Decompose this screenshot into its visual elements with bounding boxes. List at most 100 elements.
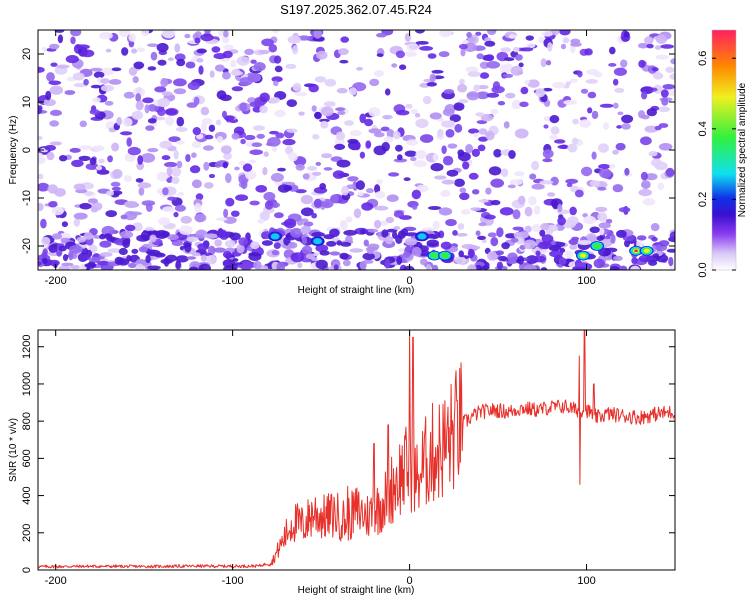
spectrogram-cell <box>644 125 659 133</box>
spectrogram-cell <box>558 257 567 265</box>
spectrogram-cell <box>187 81 200 91</box>
spectrogram-cell <box>104 233 113 240</box>
spectrogram-cell <box>597 212 608 222</box>
spectrogram-cell <box>171 167 182 177</box>
spectrogram-cell <box>50 109 62 116</box>
spectrogram-cell <box>274 212 284 219</box>
spectrogram-cell <box>185 61 196 69</box>
spectrogram-cell <box>545 60 552 66</box>
spectrogram-cell <box>339 59 349 64</box>
spectrogram-cell <box>490 199 501 206</box>
spectrogram-cell <box>487 232 497 238</box>
spectrogram-cell <box>38 66 45 73</box>
spectrogram-cell <box>100 78 110 84</box>
spectrogram-cell <box>431 69 444 74</box>
spectrogram-cell <box>244 48 255 56</box>
spectrogram-cell <box>137 182 152 189</box>
spectrogram-cell <box>275 132 285 139</box>
spectrogram-cell <box>368 107 381 117</box>
spectrogram-cell <box>650 223 660 232</box>
spectrogram-cell <box>669 73 675 80</box>
spectrogram-cell <box>583 215 597 225</box>
spectrogram-cell <box>99 234 106 240</box>
spectrogram-cell <box>38 261 42 266</box>
spectrogram-cell <box>473 84 481 92</box>
spectrogram-cell <box>470 245 481 250</box>
spectrogram-cell <box>352 141 361 151</box>
spectrogram-cell <box>362 252 376 261</box>
spectrogram-cell <box>547 42 553 52</box>
spectrogram-cell <box>490 109 499 115</box>
x-tick-label: 100 <box>577 275 595 287</box>
spectrogram-cell <box>157 107 166 117</box>
spectrogram-cell <box>330 194 339 204</box>
spectrogram-cell <box>599 227 605 236</box>
spectrogram-cell <box>176 140 185 145</box>
spectrogram-cell <box>613 78 619 86</box>
spectrogram-cell <box>79 120 88 128</box>
spectrogram-cell <box>319 118 330 123</box>
x-tick-label: 0 <box>407 275 413 287</box>
spectrogram-cell <box>259 105 268 114</box>
spectrogram-cell <box>200 122 207 132</box>
spectrogram-cell <box>222 259 235 268</box>
spectrogram-cell <box>173 211 179 218</box>
spectrogram-cell <box>49 43 60 50</box>
spectrogram-cell <box>472 132 479 138</box>
spectrogram-cell <box>374 184 381 194</box>
spectrogram-cell <box>476 53 484 60</box>
spectrogram-cell <box>376 32 387 38</box>
spectrogram-cell <box>164 161 178 168</box>
spectrogram-cell <box>585 79 598 84</box>
spectrogram-cell <box>71 159 84 168</box>
spectrogram-cell <box>365 140 372 149</box>
spectrogram-cell <box>541 234 554 244</box>
spectrogram-cell <box>300 207 314 217</box>
spectrogram-cell <box>549 250 564 258</box>
spectrogram-cell <box>439 30 452 38</box>
spectrogram-cell <box>549 115 560 124</box>
spectrogram-cell <box>644 36 654 45</box>
spectrogram-cell <box>484 214 496 220</box>
snr-background <box>38 330 675 570</box>
spectrogram-cell <box>311 105 317 112</box>
spectrogram-cell <box>245 170 257 180</box>
spectrogram-cell <box>323 101 336 107</box>
spectrogram-cell <box>154 86 167 93</box>
spectrogram-cell <box>565 81 572 86</box>
spectrogram-cell <box>465 144 474 154</box>
spectrogram-cell <box>239 77 253 86</box>
spectrogram-cell <box>458 250 465 258</box>
spectrogram-cell <box>276 262 286 270</box>
spectrogram-cell <box>159 140 173 149</box>
spectrogram-cell <box>140 30 150 37</box>
spectrogram-cell <box>344 120 354 126</box>
spectrogram-cell <box>40 218 47 229</box>
spectrogram-cell <box>271 76 283 83</box>
spectrogram-cell <box>208 124 216 132</box>
spectrogram-cell <box>499 64 506 73</box>
spectrogram-cell <box>132 222 143 232</box>
spectrogram-cell <box>222 71 231 80</box>
spectrogram-cell <box>384 259 390 269</box>
spectrogram-cell <box>361 202 374 211</box>
spectrogram-cell <box>128 66 138 76</box>
spectrogram-cell <box>259 92 270 103</box>
spectrogram-cell <box>282 138 296 146</box>
spectrogram-cell <box>271 147 278 152</box>
spectrogram-cell <box>577 240 592 246</box>
spectrogram-cell <box>83 232 94 240</box>
spectrogram-cell <box>657 106 671 113</box>
spectrogram-cell <box>288 242 298 249</box>
spectrogram-cell <box>167 57 174 61</box>
spectrogram-cell <box>519 101 529 108</box>
spectrogram-cell <box>54 30 65 33</box>
spectrogram-cell <box>324 78 337 87</box>
colorbar-ticks: 0.0 0.2 0.4 0.6 <box>697 51 736 278</box>
spectrogram-cell <box>214 64 225 72</box>
spectrogram-cell <box>308 83 319 93</box>
spectrogram-cell <box>347 138 359 144</box>
spectrogram-cell <box>569 244 578 250</box>
snr-x-ticks: -200 -100 0 100 <box>45 330 596 587</box>
spectrogram-cell <box>605 218 613 224</box>
